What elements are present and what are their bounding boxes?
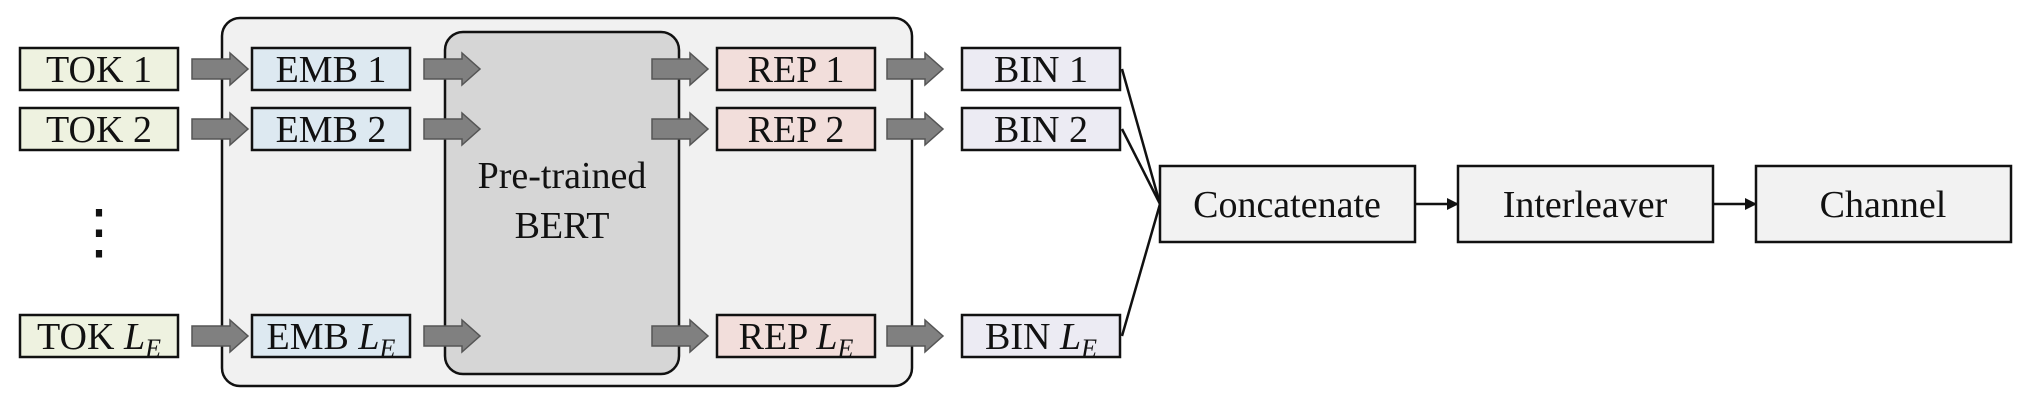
fan-in-line-3 (1120, 203, 1162, 337)
concatenate-label: Concatenate (1193, 184, 1381, 226)
arrow-rep-to-bin-2 (886, 111, 945, 147)
representation-label-1: REP 1 (748, 49, 845, 91)
token-label-3: TOK LE (37, 316, 161, 363)
channel-label: Channel (1820, 184, 1947, 226)
arrow-bert-to-rep-1 (651, 51, 710, 87)
channel-box (1754, 164, 2013, 244)
arrow-token-to-emb-3 (191, 318, 250, 354)
binary-box-1 (960, 46, 1122, 92)
representation-label-3: REP LE (739, 316, 854, 363)
interleaver-label: Interleaver (1503, 184, 1668, 226)
fan-in-line-1 (1120, 68, 1162, 205)
arrow-emb-to-bert-3 (423, 318, 482, 354)
ellipsis-dots: ⋮ (69, 199, 129, 265)
embedding-label-3: EMB LE (267, 316, 396, 363)
bert-label-line2: BERT (515, 205, 610, 247)
arrow-token-to-emb-1 (191, 51, 250, 87)
interleaver-box (1456, 164, 1715, 244)
token-label-2: TOK 2 (46, 109, 152, 151)
token-box-3 (18, 313, 180, 359)
arrow-rep-to-bin-1 (886, 51, 945, 87)
arrow-bert-to-rep-2 (651, 111, 710, 147)
token-rows: TOK 1 EMB 1 REP 1 BIN 1 TOK 2 EMB 2 REP 2 BIN 2… (18, 46, 1122, 363)
embedding-label-1: EMB 1 (276, 49, 387, 91)
representation-box-1 (715, 46, 877, 92)
bert-label-line1: Pre-trained (478, 155, 647, 197)
binary-box-2 (960, 106, 1122, 152)
arrow-rep-to-bin-3 (886, 318, 945, 354)
representation-box-2 (715, 106, 877, 152)
binary-label-3: BIN LE (985, 316, 1097, 363)
concatenate-box (1158, 164, 1417, 244)
embedding-box-2 (250, 106, 412, 152)
bert-block (443, 30, 681, 376)
arrow-emb-to-bert-2 (423, 111, 482, 147)
arrow-token-to-emb-2 (191, 111, 250, 147)
token-box-2 (18, 106, 180, 152)
embedding-box-1 (250, 46, 412, 92)
token-box-1 (18, 46, 180, 92)
representation-box-3 (715, 313, 877, 359)
fan-in-line-2 (1120, 128, 1162, 205)
representation-label-2: REP 2 (748, 109, 845, 151)
token-label-1: TOK 1 (46, 49, 152, 91)
fan-in-lines (1120, 68, 1162, 337)
binary-box-3 (960, 313, 1122, 359)
embedding-label-2: EMB 2 (276, 109, 387, 151)
binary-label-2: BIN 2 (994, 109, 1088, 151)
arrow-emb-to-bert-1 (423, 51, 482, 87)
arrow-bert-to-rep-3 (651, 318, 710, 354)
embedding-box-3 (250, 313, 412, 359)
binary-label-1: BIN 1 (994, 49, 1088, 91)
